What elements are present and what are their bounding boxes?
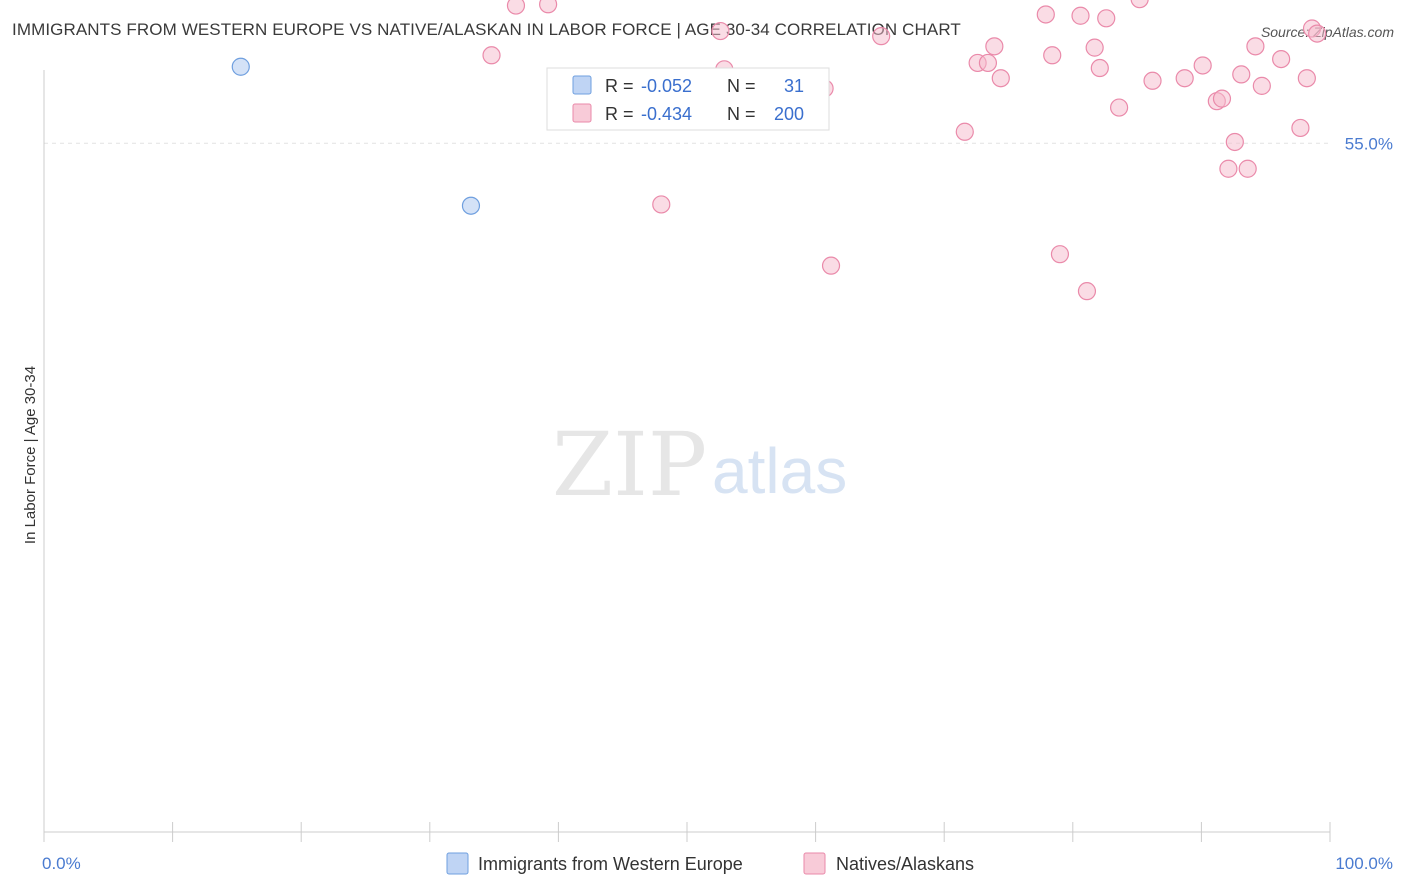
data-point: [1077, 282, 1097, 301]
data-point: [978, 53, 998, 73]
watermark-atlas: atlas: [712, 435, 847, 507]
data-point: [1109, 98, 1129, 117]
data-point: [1143, 71, 1162, 90]
x-ticks: [43, 822, 1331, 842]
natives-alaskans-points: [482, 0, 1327, 301]
data-point: [1130, 0, 1149, 9]
legend-n-label-1: N =: [727, 76, 756, 96]
western-europe-points: [231, 57, 481, 215]
data-point: [1238, 159, 1257, 178]
data-point: [539, 0, 558, 14]
data-point: [711, 21, 730, 41]
data-point: [1097, 9, 1116, 28]
legend-r-value-2: -0.434: [641, 104, 692, 124]
gridlines: [44, 142, 1330, 144]
data-point: [1175, 69, 1194, 88]
legend-swatch-pink: [572, 103, 592, 123]
data-point: [821, 256, 841, 275]
data-point: [652, 195, 671, 214]
data-point: [231, 57, 250, 76]
legend-r-label-2: R =: [605, 104, 634, 124]
legend-n-value-2: 200: [774, 104, 804, 124]
legend-n-label-2: N =: [727, 104, 756, 124]
data-point: [1297, 69, 1316, 88]
data-point: [1193, 56, 1212, 75]
y-axis-label: In Labor Force | Age 30-34: [22, 366, 39, 544]
y-tick-labels: 55.0%70.0%85.0%100.0%: [1345, 134, 1393, 153]
data-point: [1252, 76, 1271, 95]
x-tick-label-min: 0.0%: [42, 854, 81, 873]
data-point: [1232, 65, 1251, 84]
series-legend-label-pink: Natives/Alaskans: [836, 854, 974, 874]
data-point: [482, 46, 501, 65]
series-legend-swatch-blue: [446, 852, 469, 875]
correlation-legend: R = -0.052 N = 31 R = -0.434 N = 200: [546, 67, 830, 131]
data-point: [1036, 5, 1055, 24]
data-point: [991, 69, 1010, 88]
data-point: [1050, 245, 1070, 264]
series-legend: Immigrants from Western Europe Natives/A…: [446, 852, 974, 875]
data-point: [1090, 58, 1109, 78]
data-point: [1272, 49, 1291, 69]
legend-n-value-1: 31: [784, 76, 804, 96]
legend-r-value-1: -0.052: [641, 76, 692, 96]
x-tick-label-max: 100.0%: [1335, 854, 1393, 873]
series-legend-swatch-pink: [803, 852, 826, 875]
y-tick-label: 55.0%: [1345, 134, 1393, 153]
data-point: [955, 122, 974, 141]
data-point: [985, 37, 1004, 56]
watermark: ZIP atlas: [552, 413, 847, 516]
data-point: [1085, 38, 1104, 57]
data-point: [1308, 24, 1327, 43]
data-point: [872, 27, 891, 46]
data-point: [1071, 6, 1090, 25]
data-point: [1219, 159, 1238, 178]
data-point: [1043, 46, 1062, 65]
data-point: [1291, 118, 1310, 138]
series-legend-label-blue: Immigrants from Western Europe: [478, 854, 743, 874]
legend-r-label-1: R =: [605, 76, 634, 96]
data-point: [1212, 89, 1232, 108]
legend-swatch-blue: [572, 75, 592, 95]
data-point: [461, 196, 481, 215]
source-credit: Source: ZipAtlas.com: [1260, 24, 1394, 40]
legend-box: [546, 67, 830, 131]
watermark-zip: ZIP: [552, 413, 707, 516]
data-point: [1225, 132, 1244, 152]
data-point: [1246, 37, 1265, 56]
data-point: [506, 0, 526, 15]
